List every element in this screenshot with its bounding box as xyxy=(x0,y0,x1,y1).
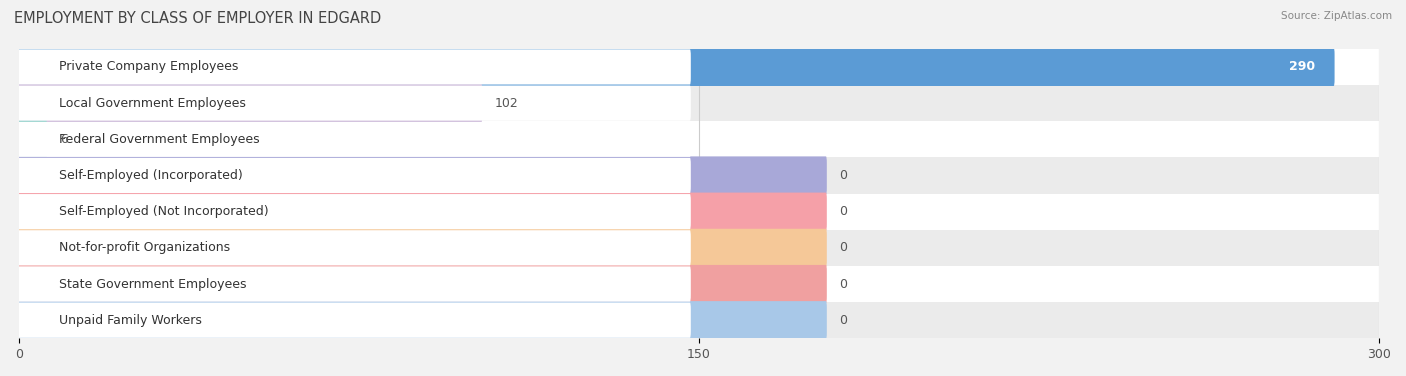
Text: State Government Employees: State Government Employees xyxy=(59,277,247,291)
Bar xyxy=(20,85,1379,121)
Text: Self-Employed (Not Incorporated): Self-Employed (Not Incorporated) xyxy=(59,205,269,218)
FancyBboxPatch shape xyxy=(18,230,690,265)
Bar xyxy=(20,121,1379,158)
Text: 290: 290 xyxy=(1289,61,1316,73)
Bar xyxy=(20,302,1379,338)
FancyBboxPatch shape xyxy=(18,48,1334,86)
Text: Source: ZipAtlas.com: Source: ZipAtlas.com xyxy=(1281,11,1392,21)
FancyBboxPatch shape xyxy=(18,301,827,339)
Text: Unpaid Family Workers: Unpaid Family Workers xyxy=(59,314,202,327)
Text: Local Government Employees: Local Government Employees xyxy=(59,97,246,110)
Text: 0: 0 xyxy=(839,277,848,291)
FancyBboxPatch shape xyxy=(18,194,690,229)
FancyBboxPatch shape xyxy=(18,156,827,194)
FancyBboxPatch shape xyxy=(18,229,827,267)
Text: Not-for-profit Organizations: Not-for-profit Organizations xyxy=(59,241,231,254)
Bar xyxy=(20,158,1379,194)
Bar xyxy=(20,194,1379,230)
Text: Federal Government Employees: Federal Government Employees xyxy=(59,133,260,146)
Bar xyxy=(20,230,1379,266)
FancyBboxPatch shape xyxy=(18,193,827,231)
FancyBboxPatch shape xyxy=(18,265,827,303)
FancyBboxPatch shape xyxy=(18,49,690,85)
FancyBboxPatch shape xyxy=(18,85,690,121)
Text: Private Company Employees: Private Company Employees xyxy=(59,61,239,73)
Text: 0: 0 xyxy=(839,205,848,218)
Text: 102: 102 xyxy=(495,97,519,110)
Text: 0: 0 xyxy=(839,241,848,254)
Bar xyxy=(20,266,1379,302)
Text: 0: 0 xyxy=(839,314,848,327)
FancyBboxPatch shape xyxy=(18,120,46,158)
Text: 6: 6 xyxy=(60,133,67,146)
FancyBboxPatch shape xyxy=(18,84,482,122)
Text: EMPLOYMENT BY CLASS OF EMPLOYER IN EDGARD: EMPLOYMENT BY CLASS OF EMPLOYER IN EDGAR… xyxy=(14,11,381,26)
FancyBboxPatch shape xyxy=(18,267,690,302)
Bar xyxy=(20,49,1379,85)
Text: 0: 0 xyxy=(839,169,848,182)
FancyBboxPatch shape xyxy=(18,158,690,193)
FancyBboxPatch shape xyxy=(18,303,690,338)
Text: Self-Employed (Incorporated): Self-Employed (Incorporated) xyxy=(59,169,243,182)
FancyBboxPatch shape xyxy=(18,122,690,157)
